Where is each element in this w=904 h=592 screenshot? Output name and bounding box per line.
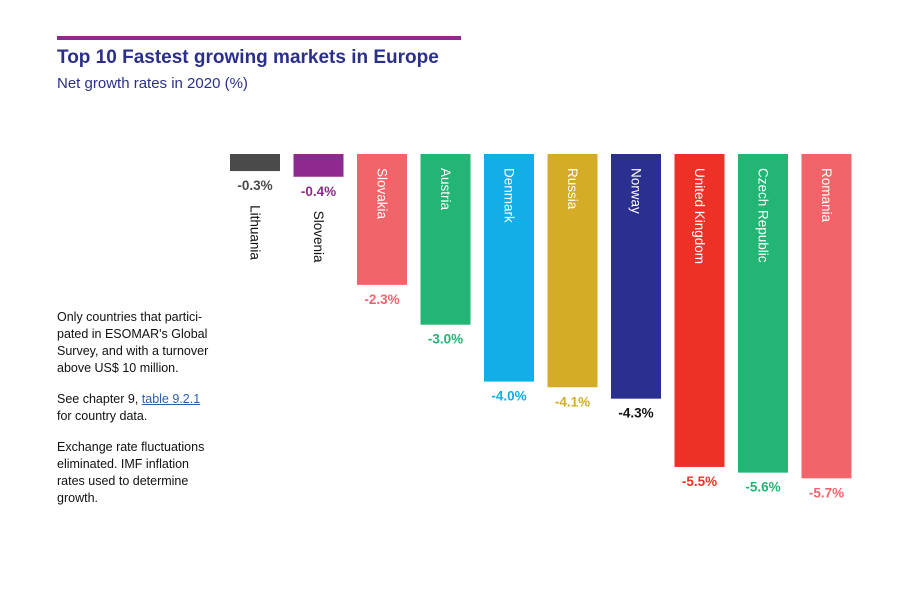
- footnotes: Only countries that partici- pated in ES…: [57, 309, 247, 521]
- note-line: Exchange rate fluctuations: [57, 440, 205, 454]
- bar-lithuania: [230, 154, 280, 172]
- note-reference: See chapter 9, table 9.2.1 for country d…: [57, 391, 247, 425]
- category-label: Russia: [565, 168, 580, 210]
- category-label: Slovakia: [375, 168, 390, 220]
- note-line: above US$ 10 million.: [57, 361, 179, 375]
- value-label: -5.7%: [809, 485, 844, 500]
- category-label: Denmark: [502, 168, 517, 223]
- chart-title: Top 10 Fastest growing markets in Europe: [57, 47, 439, 68]
- bar-slovakia: [357, 154, 407, 285]
- value-label: -4.0%: [491, 389, 526, 404]
- bar-denmark: [484, 154, 534, 382]
- bar-austria: [420, 154, 471, 325]
- chart-subtitle: Net growth rates in 2020 (%): [57, 75, 248, 92]
- note-line: eliminated. IMF inflation: [57, 457, 190, 471]
- value-label: -3.0%: [428, 332, 463, 347]
- note-methodology: Exchange rate fluctuations eliminated. I…: [57, 439, 247, 507]
- note-eligibility: Only countries that partici- pated in ES…: [57, 309, 247, 377]
- note-ref-suffix: for country data.: [57, 409, 148, 423]
- category-label: Austria: [438, 168, 453, 211]
- note-line: growth.: [57, 491, 98, 505]
- value-label: -5.5%: [682, 474, 717, 489]
- category-label: Norway: [629, 168, 644, 214]
- category-label: United Kingdom: [692, 168, 707, 264]
- title-accent-rule: [57, 36, 461, 40]
- bar-norway: [611, 154, 661, 399]
- note-line: pated in ESOMAR's Global: [57, 327, 208, 341]
- category-label: Romania: [819, 168, 834, 223]
- value-label: -2.3%: [364, 292, 399, 307]
- table-link[interactable]: table 9.2.1: [141, 392, 201, 406]
- bar-slovenia: [293, 154, 344, 177]
- note-line: Only countries that partici-: [57, 310, 203, 324]
- category-label: Lithuania: [248, 205, 263, 260]
- value-label: -5.6%: [745, 480, 780, 495]
- note-line: rates used to determine: [57, 474, 189, 488]
- bar-czech-republic: [738, 154, 788, 473]
- note-ref-prefix: See chapter 9,: [57, 392, 142, 406]
- value-label: -0.3%: [237, 178, 272, 193]
- category-label: Slovenia: [311, 211, 326, 263]
- category-label: Czech Republic: [756, 168, 771, 263]
- value-label: -0.4%: [301, 184, 336, 199]
- bar-romania: [801, 154, 852, 479]
- bar-united-kingdom: [674, 154, 725, 467]
- bar-russia: [547, 154, 598, 388]
- value-label: -4.3%: [618, 406, 653, 421]
- value-label: -4.1%: [555, 394, 590, 409]
- note-line: Survey, and with a turnover: [57, 344, 209, 358]
